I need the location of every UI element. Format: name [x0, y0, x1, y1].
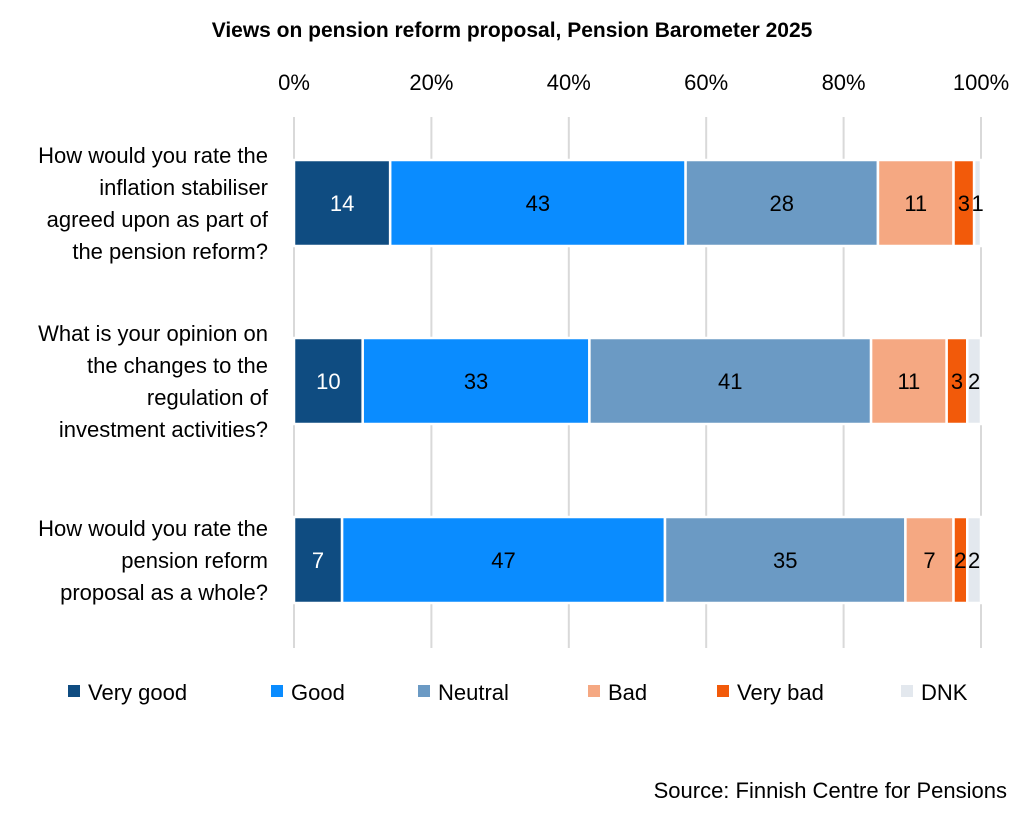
data-label: 14	[330, 191, 354, 216]
category-label: How would you rate the inflation stabilis…	[38, 143, 269, 264]
data-label: 43	[526, 191, 550, 216]
legend-item: Neutral	[418, 680, 509, 705]
data-label: 11	[904, 191, 927, 216]
data-label: 3	[951, 369, 963, 394]
data-label: 7	[923, 548, 935, 573]
legend-label: Bad	[608, 680, 647, 705]
data-label: 1	[971, 191, 983, 216]
data-label: 10	[316, 369, 340, 394]
bar-segment	[972, 158, 983, 248]
category-label: How would you rate the pension reform prop…	[38, 516, 268, 605]
legend-item: Very bad	[717, 680, 824, 705]
bar-segment	[966, 515, 983, 605]
data-label: 2	[968, 548, 980, 573]
bar-segment	[663, 515, 907, 605]
bar-segment	[904, 515, 955, 605]
data-label: 28	[770, 191, 794, 216]
bar-group: 7 47 35 7 2 2	[292, 515, 983, 605]
bar-segment	[292, 336, 364, 426]
legend-item: Bad	[588, 680, 647, 705]
legend-swatch	[901, 685, 913, 697]
x-tick-label: 40%	[547, 70, 591, 95]
bar-group: 14 43 28 11 3 1	[292, 158, 984, 248]
bar-segment	[340, 515, 667, 605]
legend-item: Very good	[68, 680, 187, 705]
bar-segment	[869, 336, 948, 426]
legend-item: Good	[271, 680, 345, 705]
legend-label: DNK	[921, 680, 968, 705]
x-axis-ticks: 0% 20% 40% 60% 80% 100%	[278, 70, 1009, 95]
data-label: 2	[968, 369, 980, 394]
legend-swatch	[271, 685, 283, 697]
x-tick-label: 60%	[684, 70, 728, 95]
bar-group: 10 33 41 11 3 2	[292, 336, 983, 426]
data-label: 47	[491, 548, 515, 573]
legend-swatch	[418, 685, 430, 697]
legend: Very good Good Neutral Bad Very bad DNK	[68, 680, 968, 705]
data-label: 33	[464, 369, 488, 394]
legend-label: Good	[291, 680, 345, 705]
bar-segment	[588, 336, 873, 426]
x-tick-label: 100%	[953, 70, 1009, 95]
source-note: Source: Finnish Centre for Pensions	[654, 778, 1007, 803]
category-labels: How would you rate the inflation stabilis…	[38, 143, 269, 605]
bars: 14 43 28 11 3 110 33 41 11 3 27 47 35 7 2 2	[292, 158, 984, 605]
bar-segment	[292, 515, 344, 605]
data-label: 41	[718, 369, 742, 394]
legend-label: Very good	[88, 680, 187, 705]
x-tick-label: 20%	[409, 70, 453, 95]
data-label: 2	[954, 548, 966, 573]
data-label: 35	[773, 548, 797, 573]
data-label: 11	[897, 369, 920, 394]
legend-swatch	[717, 685, 729, 697]
bar-segment	[292, 158, 392, 248]
x-tick-label: 80%	[822, 70, 866, 95]
x-tick-label: 0%	[278, 70, 310, 95]
category-label: What is your opinion on the changes to th…	[38, 321, 269, 442]
legend-item: DNK	[901, 680, 968, 705]
chart-title: Views on pension reform proposal, Pensio…	[212, 19, 813, 42]
bar-segment	[966, 336, 983, 426]
legend-swatch	[588, 685, 600, 697]
legend-swatch	[68, 685, 80, 697]
data-label: 3	[958, 191, 970, 216]
legend-label: Very bad	[737, 680, 824, 705]
data-label: 7	[312, 548, 324, 573]
legend-label: Neutral	[438, 680, 509, 705]
bar-segment	[876, 158, 955, 248]
bar-segment	[361, 336, 591, 426]
